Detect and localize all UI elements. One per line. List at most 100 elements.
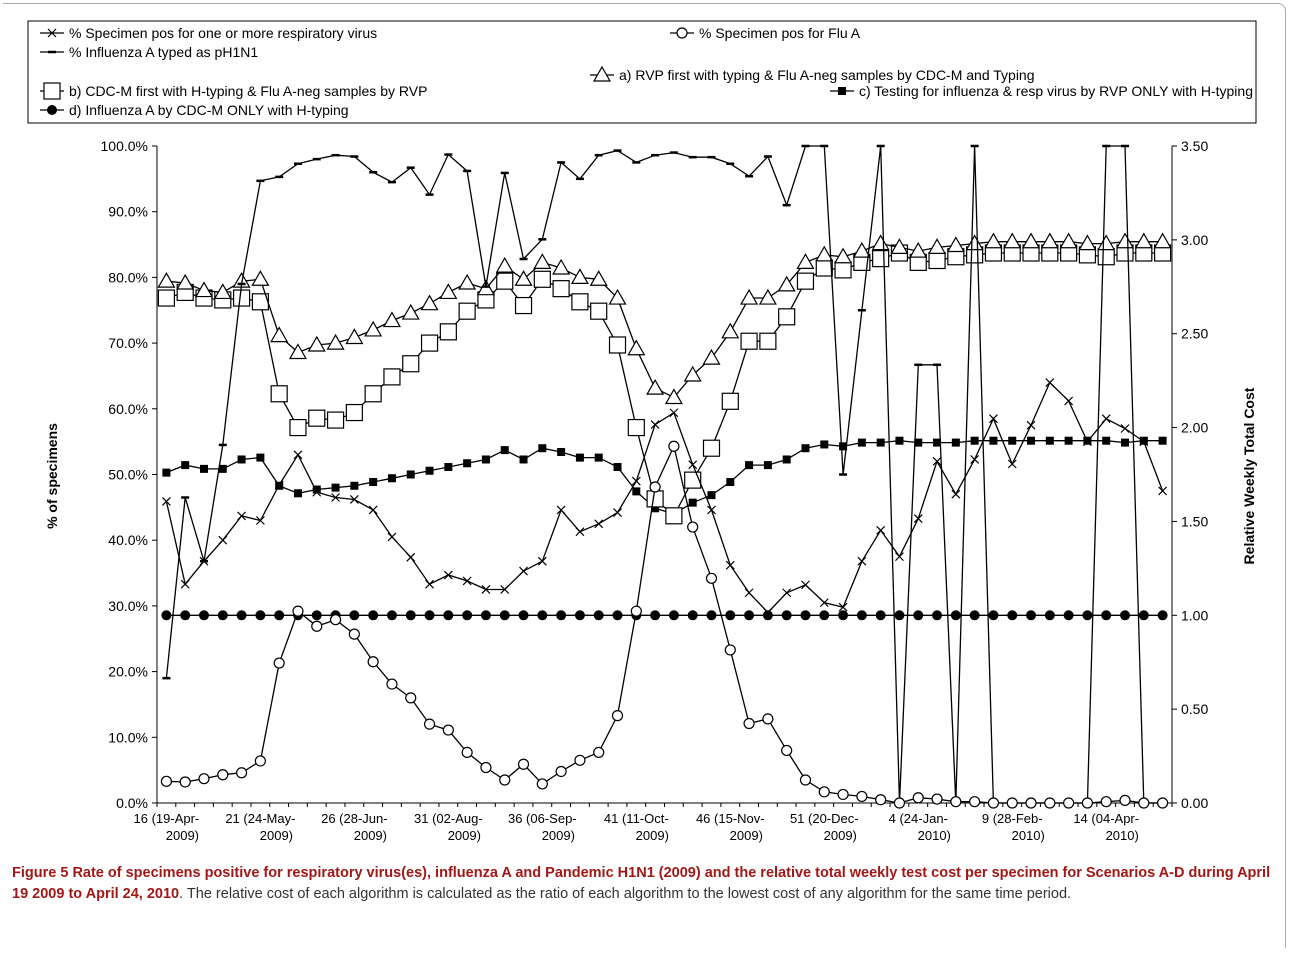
data-point	[646, 490, 664, 508]
data-point	[912, 792, 924, 804]
data-point	[311, 610, 322, 621]
data-point	[1045, 378, 1055, 387]
data-point	[382, 311, 401, 328]
data-point	[593, 746, 605, 759]
data-point	[386, 678, 398, 690]
data-point	[669, 408, 679, 418]
data-point	[649, 481, 661, 493]
legend-marker	[676, 27, 688, 39]
data-point	[796, 272, 815, 290]
data-point	[1021, 232, 1041, 249]
data-point	[984, 232, 1003, 249]
data-point	[782, 455, 791, 464]
data-point	[594, 453, 603, 462]
data-point	[705, 572, 718, 584]
data-point	[458, 302, 476, 320]
figure-caption: Figure 5 Rate of specimens positive for …	[12, 863, 1274, 905]
data-point	[255, 516, 265, 525]
data-point	[367, 656, 379, 668]
data-point	[725, 560, 735, 570]
y-tick-label: 80.0%	[108, 269, 148, 285]
data-point	[254, 755, 266, 767]
caption-body: . The relative cost of each algorithm is…	[179, 886, 1072, 902]
data-point	[989, 436, 998, 445]
caption-title: Rate of specimens positive for respirato…	[12, 865, 1271, 902]
data-point	[852, 241, 871, 258]
x-tick-label: 41 (11-Oct-	[604, 811, 669, 826]
data-point	[762, 610, 773, 621]
data-point	[758, 288, 777, 305]
data-point	[650, 420, 660, 429]
data-point	[157, 289, 175, 307]
data-point	[251, 270, 270, 286]
data-point	[820, 440, 829, 449]
data-point	[199, 556, 209, 566]
data-point	[664, 388, 683, 405]
data-point	[236, 610, 247, 621]
data-point	[570, 268, 589, 284]
data-point	[928, 238, 947, 254]
data-point	[425, 466, 434, 475]
series-6	[162, 436, 1167, 518]
data-point	[458, 273, 477, 290]
data-point	[1026, 420, 1036, 430]
data-point	[1120, 610, 1131, 621]
data-point	[274, 610, 285, 621]
series-1	[161, 378, 1168, 617]
data-point	[533, 253, 552, 269]
data-point	[557, 447, 566, 456]
data-point	[1040, 232, 1059, 249]
data-point	[875, 794, 887, 806]
data-point	[217, 769, 229, 781]
data-point	[989, 414, 998, 424]
data-point	[556, 505, 566, 515]
data-point	[928, 251, 946, 270]
data-point	[819, 598, 829, 608]
data-point	[630, 605, 642, 617]
data-point	[762, 713, 774, 725]
x-tick-label-year: 2009)	[730, 828, 763, 843]
data-point	[890, 238, 909, 254]
data-point	[1008, 436, 1017, 445]
data-point	[575, 453, 584, 462]
data-point	[1006, 797, 1018, 809]
data-point	[763, 608, 773, 617]
data-point	[500, 446, 509, 455]
data-point	[1097, 248, 1115, 266]
data-point	[345, 403, 363, 422]
legend-entry-6: c) Testing for influenza & resp virus by…	[830, 83, 1253, 99]
data-point	[289, 418, 307, 437]
series-5	[157, 244, 1172, 525]
legend-marker	[47, 28, 57, 38]
data-point	[420, 334, 439, 352]
data-point	[1101, 414, 1111, 424]
data-point	[1101, 610, 1112, 621]
data-point	[402, 355, 420, 373]
legend-marker	[838, 87, 846, 95]
data-point	[405, 692, 417, 704]
data-point	[969, 610, 980, 621]
data-point	[499, 774, 511, 786]
data-point	[1115, 232, 1135, 249]
data-point	[951, 489, 961, 499]
axes: 0.0% 10.0% 20.0% 30.0% 40.0% 50.0% 60.0% 70.0% 8…	[101, 138, 1209, 843]
legend-label: % Specimen pos for one or more respirato…	[69, 25, 377, 41]
data-point	[439, 323, 457, 341]
data-point	[702, 348, 721, 365]
data-point	[537, 610, 548, 621]
data-point	[270, 326, 289, 343]
data-point	[1158, 486, 1168, 496]
y-tick-label: 70.0%	[108, 335, 148, 351]
data-point	[726, 478, 735, 487]
data-point	[538, 444, 547, 453]
data-point	[443, 570, 453, 580]
y2-axis-label: Relative Weekly Total Cost	[1241, 387, 1257, 564]
data-point	[1025, 797, 1037, 809]
legend-entry-4: a) RVP first with typing & Flu A-neg sam…	[590, 65, 1035, 83]
data-point	[517, 758, 530, 770]
data-point	[180, 610, 191, 621]
data-point	[312, 487, 322, 497]
y-tick-label: 0.0%	[116, 795, 148, 811]
data-point	[331, 483, 340, 492]
data-point	[160, 775, 172, 787]
